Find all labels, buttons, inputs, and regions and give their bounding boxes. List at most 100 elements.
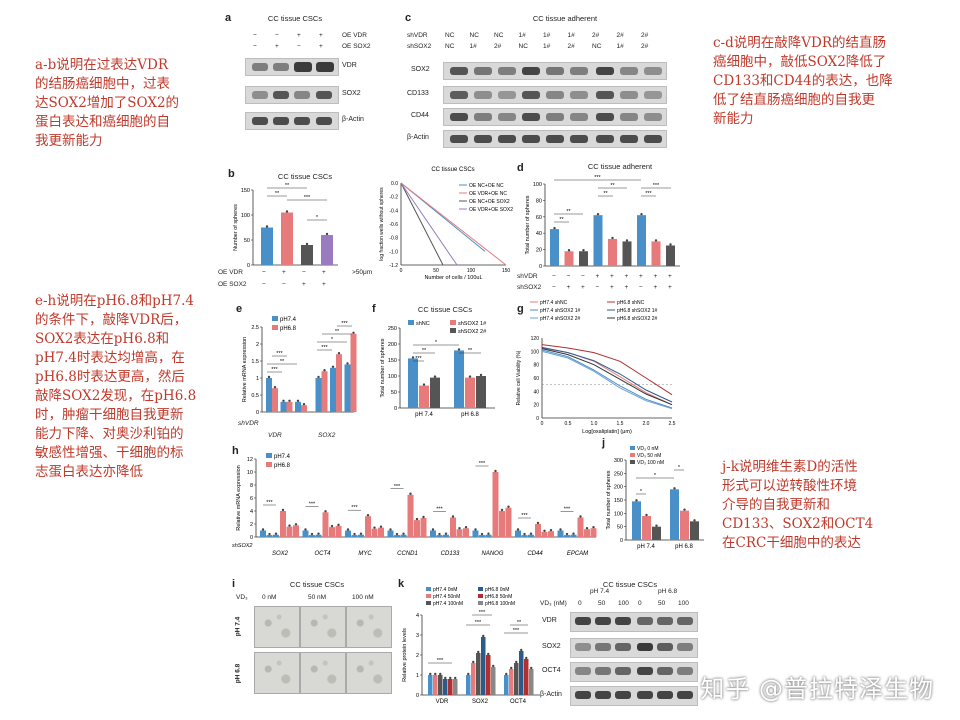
y-tick-label: 1	[256, 376, 259, 382]
band	[595, 643, 611, 651]
bar	[680, 510, 689, 540]
data-point	[474, 528, 477, 531]
band	[474, 135, 492, 143]
panel-label: k	[398, 578, 405, 590]
sig-label: **	[517, 620, 522, 626]
bar	[443, 679, 448, 695]
band	[450, 113, 468, 121]
x-tick-label: CCND1	[397, 551, 418, 557]
band	[657, 667, 673, 675]
bar	[273, 534, 279, 537]
sig-label: ***	[266, 500, 273, 506]
bar	[456, 529, 463, 537]
bar	[419, 385, 429, 408]
data-point	[567, 249, 571, 252]
sign: +	[610, 273, 614, 280]
x-tick-label: NANOG	[481, 551, 503, 557]
bar	[521, 535, 528, 537]
note-jk: j-k说明维生素D的活性 形式可以逆转酸性环境 介导的自我更新和 CD133、S…	[722, 458, 922, 553]
bar	[515, 530, 521, 537]
band	[316, 91, 332, 99]
data-point	[444, 532, 448, 535]
panel-title: CC tissue adherent	[532, 14, 598, 23]
data-point	[480, 532, 484, 536]
sign: 2#	[494, 43, 502, 50]
y-tick-label: 100	[531, 349, 540, 355]
x-tick-label: 150	[502, 268, 511, 274]
bar	[485, 534, 492, 537]
band	[450, 135, 468, 143]
panel-title: CC tissue CSCs	[417, 305, 473, 314]
bar	[321, 371, 328, 412]
sign-grid: NC NC NC 1# 1# 1# 2# 2# 2# NC 1# 2# NC 1# 2# NC 1# 2#	[445, 32, 675, 54]
data-point	[411, 356, 415, 359]
data-point	[337, 352, 341, 355]
bar	[528, 534, 534, 537]
y-tick-label: 6	[250, 496, 253, 502]
x-tick-label: CD133	[441, 551, 460, 557]
sig-label: ***	[479, 461, 486, 467]
bar	[350, 333, 357, 412]
band	[498, 113, 516, 121]
note-line: c-d说明在敲降VDR的结直肠	[713, 35, 887, 51]
band	[644, 67, 662, 75]
bar	[622, 241, 632, 266]
data-point	[640, 212, 643, 216]
y-tick-label: 10	[247, 470, 253, 476]
data-point	[323, 369, 326, 372]
panel-c: c CC tissue adherent shVDR shSOX2 NC NC NC…	[395, 12, 680, 148]
band	[570, 91, 588, 99]
blot-strip	[443, 86, 667, 104]
bar	[400, 534, 407, 537]
data-point	[422, 383, 426, 386]
data-point	[317, 375, 320, 379]
band	[677, 617, 693, 625]
data-point	[331, 365, 335, 368]
bar	[541, 531, 548, 537]
y-axis-label: Number of spheres	[233, 204, 239, 251]
legend-label: pH7.4	[280, 317, 297, 323]
data-point	[305, 242, 309, 246]
micrograph	[346, 652, 392, 694]
blot-strip	[570, 638, 698, 658]
x-axis-label: Log[oxaliplatin] (μm)	[582, 429, 632, 435]
legend-swatch	[450, 328, 456, 333]
sign: 1#	[543, 43, 551, 50]
data-point	[379, 525, 383, 528]
sign: −	[302, 269, 306, 276]
col-label: 50 nM	[308, 594, 327, 601]
bar	[690, 521, 699, 540]
sig-label: **	[603, 191, 608, 197]
sig-label: *	[654, 473, 657, 479]
blot-label: CD44	[411, 112, 429, 119]
x-tick-label: MYC	[358, 551, 372, 557]
data-point	[611, 236, 614, 240]
bar	[344, 364, 351, 412]
legend-label: VD₃ 100 nM	[637, 460, 664, 466]
y-tick-label: 150	[241, 188, 250, 194]
sig-label: ***	[309, 501, 316, 507]
band	[677, 643, 693, 651]
legend-label: pH6.8 shSOX2 1#	[617, 308, 658, 314]
data-point	[457, 348, 461, 351]
note-line: 的结肠癌细胞中，过表	[35, 76, 170, 92]
bar	[280, 401, 287, 412]
sign: +	[595, 273, 600, 280]
data-point	[304, 528, 307, 531]
bar	[535, 524, 541, 537]
bar	[281, 212, 293, 265]
legend-swatch	[630, 446, 635, 450]
note-line: 癌细胞中，敲低SOX2降低了	[713, 54, 887, 70]
legend-label: shNC	[416, 321, 430, 327]
panel-label: f	[372, 303, 376, 315]
data-point	[654, 239, 658, 242]
band	[546, 135, 564, 143]
data-point	[444, 676, 447, 680]
data-point	[337, 523, 340, 527]
data-point	[454, 676, 457, 680]
sign: 1#	[518, 32, 526, 39]
data-point	[635, 499, 638, 502]
sign: +	[302, 281, 306, 288]
legend-label: pH7.4 0nM	[433, 587, 457, 593]
